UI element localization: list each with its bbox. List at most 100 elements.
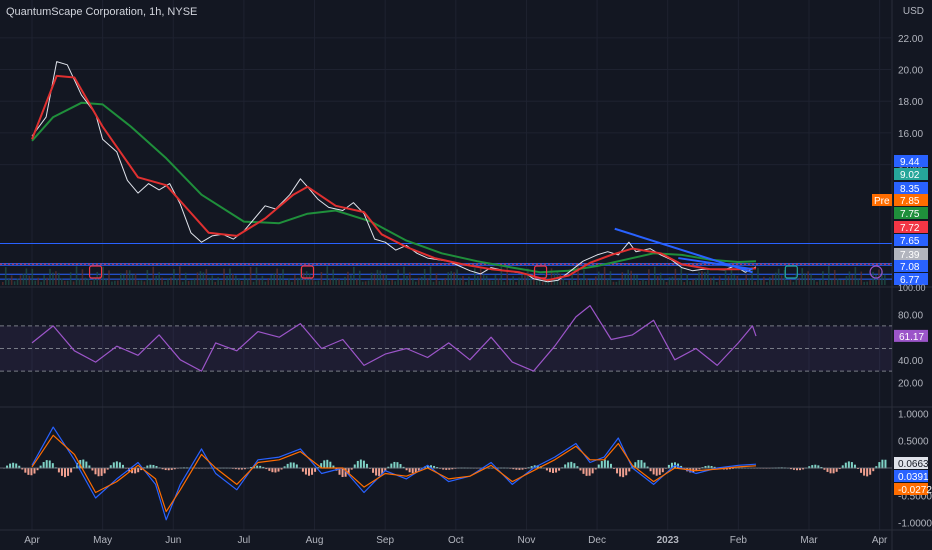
volume-bar — [193, 278, 196, 285]
macd-histogram-bar — [704, 465, 707, 469]
volume-bar — [597, 271, 600, 285]
volume-bar — [202, 272, 205, 285]
volume-bar — [530, 275, 532, 285]
volume-bar — [710, 277, 712, 285]
macd-histogram-bar — [515, 468, 518, 470]
volume-bar — [364, 281, 367, 285]
volume-bar — [367, 280, 370, 285]
macd-histogram-bar — [381, 468, 384, 475]
price-panel[interactable] — [0, 61, 892, 285]
macd-histogram-bar — [838, 468, 841, 470]
macd-histogram-bar — [582, 468, 585, 474]
macd-histogram-bar — [872, 468, 875, 472]
volume-bar — [633, 274, 635, 285]
volume-bar — [238, 278, 240, 285]
macd-histogram-bar — [707, 465, 710, 469]
volume-bar — [117, 280, 119, 285]
volume-bar — [506, 267, 509, 285]
symbol-title[interactable]: QuantumScape Corporation, 1h, NYSE — [6, 6, 198, 18]
earnings-marker[interactable] — [533, 265, 548, 279]
macd-histogram-bar — [857, 468, 859, 469]
volume-bar — [84, 277, 87, 285]
macd-histogram-bar — [545, 468, 548, 471]
price-label-value: 8.35 — [900, 184, 920, 195]
macd-histogram-bar — [802, 468, 805, 470]
volume-bar — [13, 281, 16, 285]
volume-bar — [282, 269, 284, 285]
ema-slow-line — [31, 101, 757, 274]
macd-histogram-bar — [237, 468, 240, 470]
macd-histogram-bar — [350, 468, 353, 470]
volume-bar — [187, 280, 190, 285]
macd-histogram-bar — [18, 465, 21, 469]
volume-bar — [565, 281, 568, 285]
volume-bar — [828, 266, 830, 285]
volume-bar — [344, 276, 346, 285]
macd-histogram-bar — [372, 468, 375, 473]
x-tick-label: Aug — [306, 535, 324, 546]
price-label-box — [894, 221, 928, 233]
macd-histogram-bar — [240, 468, 243, 470]
volume-bar — [379, 270, 382, 285]
volume-bar — [99, 275, 101, 285]
price-label-value: 7.72 — [900, 223, 920, 234]
volume-bar — [733, 274, 736, 285]
volume-bar — [261, 275, 264, 285]
earnings-marker[interactable] — [784, 265, 798, 279]
macd-histogram-bar — [323, 460, 326, 469]
volume-bar — [515, 281, 517, 285]
macd-histogram-bar — [356, 460, 359, 469]
price-tick-label: 20.00 — [898, 66, 923, 77]
macd-histogram-bar — [45, 460, 48, 469]
volume-bar — [252, 281, 255, 285]
volume-bar — [155, 275, 157, 285]
macd-histogram-bar — [396, 462, 399, 469]
x-tick-label: May — [93, 535, 112, 546]
earnings-marker[interactable] — [869, 265, 883, 279]
macd-histogram-bar — [311, 468, 314, 475]
volume-bar — [488, 279, 491, 285]
rsi-panel[interactable] — [0, 305, 892, 372]
macd-histogram-bar — [609, 463, 612, 469]
macd-histogram-bar — [408, 468, 411, 473]
price-label-value: 6.77 — [900, 275, 920, 286]
volume-bar — [485, 275, 488, 285]
volume-bar — [164, 281, 166, 285]
volume-bar — [264, 281, 267, 285]
macd-panel[interactable] — [0, 426, 892, 521]
volume-bar — [603, 266, 606, 285]
macd-histogram-bar — [591, 468, 594, 474]
macd-histogram-bar — [863, 468, 866, 476]
trendline[interactable] — [678, 257, 753, 271]
macd-histogram-bar — [167, 468, 170, 471]
macd-histogram-bar — [430, 465, 432, 469]
volume-bar — [49, 268, 51, 285]
volume-bar — [600, 274, 603, 285]
macd-histogram-bar — [579, 468, 582, 471]
volume-bar — [825, 280, 827, 285]
macd-histogram-bar — [231, 468, 234, 469]
macd-histogram-bar — [573, 463, 576, 469]
volume-bar — [465, 281, 467, 285]
volume-bar — [140, 280, 143, 285]
macd-histogram-bar — [173, 468, 176, 470]
volume-bar — [748, 278, 750, 285]
macd-histogram-bar — [844, 462, 847, 469]
volume-bar — [326, 266, 329, 285]
macd-tick-label: 0.5000 — [898, 437, 929, 448]
volume-bar — [223, 268, 225, 285]
macd-histogram-bar — [518, 468, 521, 470]
volume-bar — [208, 277, 211, 285]
volume-bar — [736, 275, 739, 285]
macd-histogram-bar — [48, 460, 51, 469]
volume-bar — [816, 281, 818, 285]
currency-label: USD — [902, 6, 924, 17]
volume-bar — [866, 281, 868, 285]
earnings-marker[interactable] — [88, 265, 103, 279]
volume-bar — [822, 271, 824, 285]
volume-bar — [839, 279, 842, 285]
volume-bar — [580, 279, 582, 285]
macd-histogram-bar — [243, 468, 246, 470]
earnings-marker[interactable] — [300, 265, 315, 279]
